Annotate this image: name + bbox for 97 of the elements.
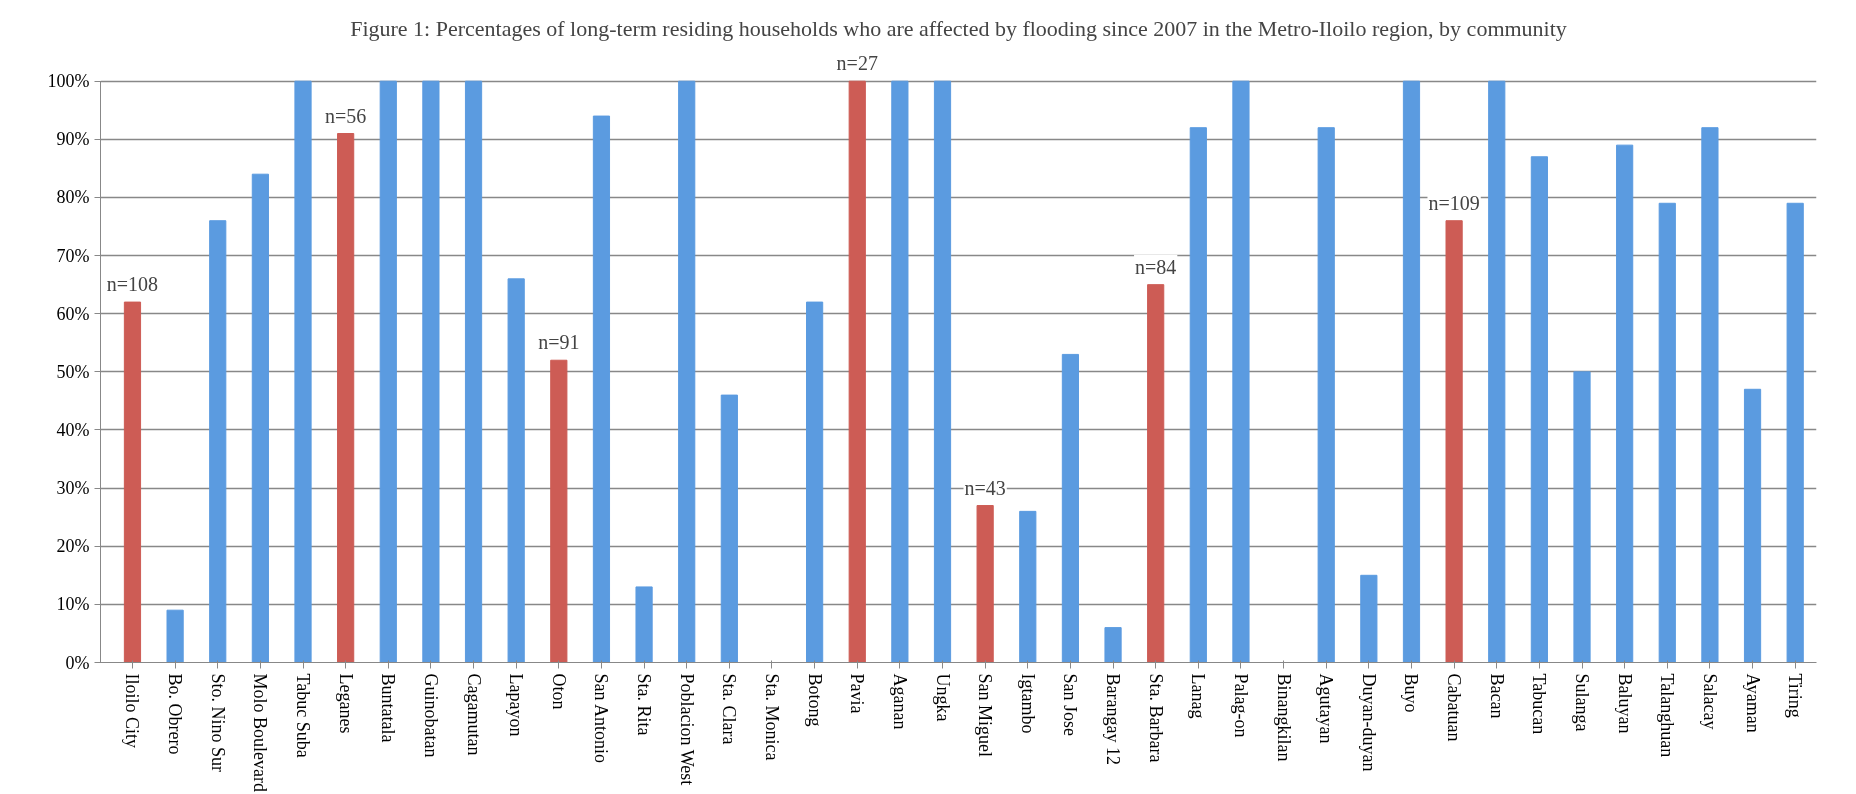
x-tick-label: Cagamutan (463, 673, 484, 756)
bar (1701, 127, 1719, 663)
x-tick-label: Botong (804, 673, 825, 727)
y-tick-label: 50% (56, 361, 90, 382)
annotation: n=27 (836, 52, 878, 75)
bar (1445, 220, 1463, 663)
bar (1786, 202, 1804, 663)
x-tick-label: Binangkilan (1273, 673, 1294, 762)
x-tick-label: Molo Boulevard (250, 673, 271, 792)
x-tick-label: Aganan (889, 673, 910, 730)
x-tick-label: Baluyan (1614, 673, 1635, 734)
annotation: n=56 (325, 104, 367, 127)
bar (337, 133, 355, 663)
x-tick-label: Sulanga (1572, 673, 1593, 732)
x-tick-label: Buntatala (378, 673, 399, 743)
annotation: n=84 (1135, 255, 1177, 278)
x-tick-label: Bo. Obrero (165, 673, 186, 755)
x-tick-label: Lanag (1188, 673, 1209, 719)
annotation: n=91 (538, 331, 580, 354)
x-tick-label: Lapayon (506, 673, 527, 737)
x-tick-label: Sto. Nino Sur (207, 673, 228, 773)
bar (976, 505, 994, 663)
x-tick-label: Iloilo City (122, 673, 143, 749)
bar (1104, 627, 1122, 663)
x-tick-label: Sta. Barbara (1145, 673, 1166, 763)
x-tick-label: Sta. Rita (634, 673, 655, 736)
y-tick-label: 60% (56, 303, 90, 324)
bar (635, 586, 653, 663)
x-tick-label: Tiring (1785, 673, 1806, 718)
bar (1147, 284, 1165, 663)
x-tick-label: Bacan (1486, 673, 1507, 719)
bar (1360, 574, 1378, 663)
y-tick-label: 90% (56, 129, 90, 150)
bar (464, 80, 483, 663)
bar (848, 80, 866, 663)
x-tick-label: Duyan-duyan (1358, 673, 1379, 772)
x-tick-label: Poblacion West (676, 673, 697, 786)
annotation: n=43 (964, 476, 1006, 499)
x-tick-label: Tabucan (1529, 673, 1550, 735)
x-tick-label: Igtambo (1017, 673, 1038, 734)
bar (1189, 127, 1207, 663)
x-tick-label: Agutayan (1316, 673, 1337, 744)
x-tick-label: Palag-on (1230, 673, 1251, 738)
x-tick-label: Barangay 12 (1103, 673, 1124, 765)
bar (379, 80, 397, 663)
bar (1616, 144, 1634, 663)
bar (1061, 353, 1080, 663)
x-tick-label: San Miguel (975, 673, 996, 757)
x-tick-label: Sta. Clara (719, 673, 740, 745)
x-tick-label: Ungka (932, 673, 953, 722)
y-tick-label: 40% (56, 419, 90, 440)
bar (891, 80, 909, 663)
bar (251, 173, 269, 663)
bar (806, 301, 824, 663)
x-tick-label: Tabuc Suba (293, 673, 314, 758)
x-tick-label: Talanghuan (1657, 673, 1678, 758)
bar (209, 220, 227, 663)
x-tick-label: San Jose (1060, 673, 1081, 737)
x-tick-label: Pavia (847, 673, 868, 714)
x-tick-label: Oton (548, 673, 569, 710)
bar (294, 80, 312, 663)
y-tick-label: 80% (56, 187, 90, 208)
y-tick-label: 100% (47, 71, 90, 92)
x-tick-label: Cabatuan (1444, 673, 1465, 742)
x-tick-label: Leganes (335, 673, 356, 734)
x-tick-label: Buyo (1401, 673, 1422, 713)
bar (123, 301, 142, 663)
bar (1743, 388, 1762, 663)
y-tick-label: 20% (56, 536, 90, 557)
bar (592, 115, 611, 663)
bar (1232, 80, 1250, 663)
bar (1402, 80, 1421, 663)
x-tick-label: Sta. Monica (761, 673, 782, 761)
x-tick-label: Ayaman (1742, 673, 1763, 733)
y-tick-label: 30% (56, 478, 90, 499)
chart-title: Figure 1: Percentages of long-term residing households who are affected by flooding since 2007 in the Metro-Iloilo region, by community (350, 15, 1567, 41)
y-tick-label: 0% (65, 652, 90, 673)
bar (1488, 80, 1506, 663)
x-tick-label: Salacay (1699, 673, 1720, 730)
bar (1658, 202, 1676, 663)
bar (166, 609, 184, 663)
bar (720, 394, 738, 663)
bar (1530, 156, 1548, 663)
bar (933, 80, 952, 663)
x-tick-label: Guinobatan (420, 673, 441, 758)
bar (678, 80, 696, 663)
bar (1573, 371, 1591, 663)
y-tick-label: 10% (56, 594, 90, 615)
y-tick-label: 70% (56, 245, 90, 266)
x-tick-label: San Antonio (591, 673, 612, 764)
bar (550, 359, 568, 663)
bar (1317, 127, 1335, 663)
annotation: n=109 (1428, 191, 1480, 214)
annotation: n=108 (106, 273, 159, 296)
bar (507, 278, 525, 663)
bar (1019, 510, 1037, 663)
bar (422, 80, 440, 663)
